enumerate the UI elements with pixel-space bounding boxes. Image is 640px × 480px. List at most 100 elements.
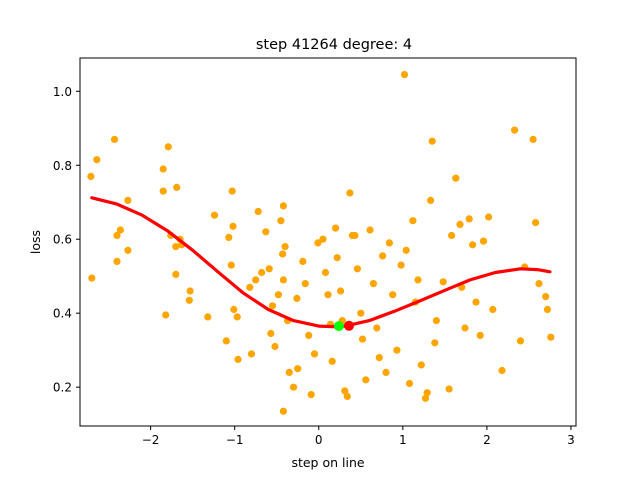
- data-point: [289, 383, 298, 391]
- data-point: [432, 317, 440, 325]
- data-point: [472, 298, 480, 306]
- data-point: [113, 231, 121, 240]
- data-point: [535, 280, 543, 288]
- y-tick-label: 0.6: [53, 233, 72, 247]
- data-point: [369, 280, 377, 288]
- data-point: [389, 291, 397, 299]
- data-point: [375, 354, 383, 362]
- data-point: [124, 196, 132, 204]
- data-point: [498, 366, 506, 375]
- data-point: [210, 211, 219, 219]
- x-tick-label: 0: [315, 433, 323, 447]
- data-point: [337, 287, 345, 295]
- data-point: [428, 137, 436, 145]
- data-point: [258, 268, 266, 277]
- data-point: [543, 305, 552, 314]
- data-point: [373, 324, 381, 332]
- data-point: [542, 293, 550, 301]
- data-point: [247, 350, 256, 358]
- x-tick-label: 1: [399, 433, 407, 447]
- data-point: [328, 357, 336, 365]
- plot-area: [87, 71, 555, 415]
- data-point: [228, 187, 236, 195]
- x-tick-label: 2: [483, 433, 491, 447]
- y-tick-label: 0.8: [53, 159, 72, 173]
- data-point: [452, 174, 460, 182]
- data-point: [267, 329, 275, 338]
- current-point-marker: [333, 321, 344, 332]
- data-point: [439, 278, 447, 286]
- data-point: [456, 220, 464, 228]
- data-point: [319, 235, 327, 243]
- data-point: [186, 287, 194, 295]
- data-point: [246, 283, 254, 291]
- data-point: [230, 305, 238, 314]
- data-point: [476, 331, 484, 339]
- data-point: [547, 333, 555, 341]
- data-point: [532, 219, 540, 227]
- data-point: [341, 387, 349, 395]
- data-point: [159, 187, 167, 195]
- data-point: [431, 339, 439, 347]
- data-point: [265, 265, 273, 273]
- data-point: [357, 309, 365, 317]
- data-point: [279, 407, 287, 415]
- data-point: [225, 233, 233, 241]
- data-point: [417, 361, 425, 369]
- data-point: [489, 305, 497, 314]
- data-point: [529, 135, 537, 143]
- data-point: [162, 311, 170, 319]
- data-point: [382, 368, 390, 376]
- data-point: [229, 222, 237, 230]
- data-point: [469, 241, 477, 249]
- data-point: [307, 391, 315, 399]
- data-point: [405, 379, 414, 388]
- data-point: [279, 250, 287, 258]
- data-point: [321, 268, 330, 277]
- data-point: [393, 346, 401, 354]
- y-axis: 0.2 0.4 0.6 0.8 1.0: [53, 85, 80, 395]
- data-point: [479, 237, 488, 245]
- data-point: [353, 265, 361, 273]
- data-point: [279, 202, 287, 210]
- data-point: [299, 257, 307, 265]
- data-point: [366, 226, 374, 234]
- data-point: [333, 254, 341, 262]
- data-point: [402, 246, 410, 254]
- data-point: [252, 276, 260, 284]
- data-point: [277, 217, 285, 225]
- data-point: [271, 342, 279, 351]
- x-axis: −2 −1 0 1 2 3: [142, 426, 575, 447]
- data-point: [262, 228, 270, 236]
- data-point: [274, 291, 282, 299]
- data-point: [362, 376, 370, 384]
- data-point: [172, 270, 180, 278]
- data-point: [204, 313, 212, 321]
- data-point: [172, 243, 180, 251]
- data-point: [516, 337, 525, 345]
- data-point: [254, 207, 262, 216]
- data-point: [343, 392, 351, 400]
- data-point: [93, 156, 101, 164]
- y-axis-label: loss: [28, 230, 43, 254]
- data-point: [88, 274, 96, 282]
- y-tick-label: 0.2: [53, 381, 72, 395]
- data-point: [87, 172, 95, 180]
- data-point: [379, 252, 387, 260]
- data-point: [465, 215, 473, 223]
- data-point: [358, 335, 367, 343]
- data-point: [314, 239, 322, 247]
- data-point: [409, 217, 417, 225]
- data-point: [234, 355, 242, 363]
- data-point: [510, 126, 519, 134]
- minimum-point-marker: [344, 320, 354, 331]
- y-tick-label: 1.0: [53, 85, 72, 99]
- x-tick-label: 3: [567, 433, 575, 447]
- data-point: [445, 385, 453, 393]
- x-tick-label: −2: [142, 433, 160, 447]
- data-point: [332, 224, 340, 232]
- data-point: [423, 389, 431, 397]
- data-point: [461, 324, 469, 332]
- data-point: [397, 261, 405, 269]
